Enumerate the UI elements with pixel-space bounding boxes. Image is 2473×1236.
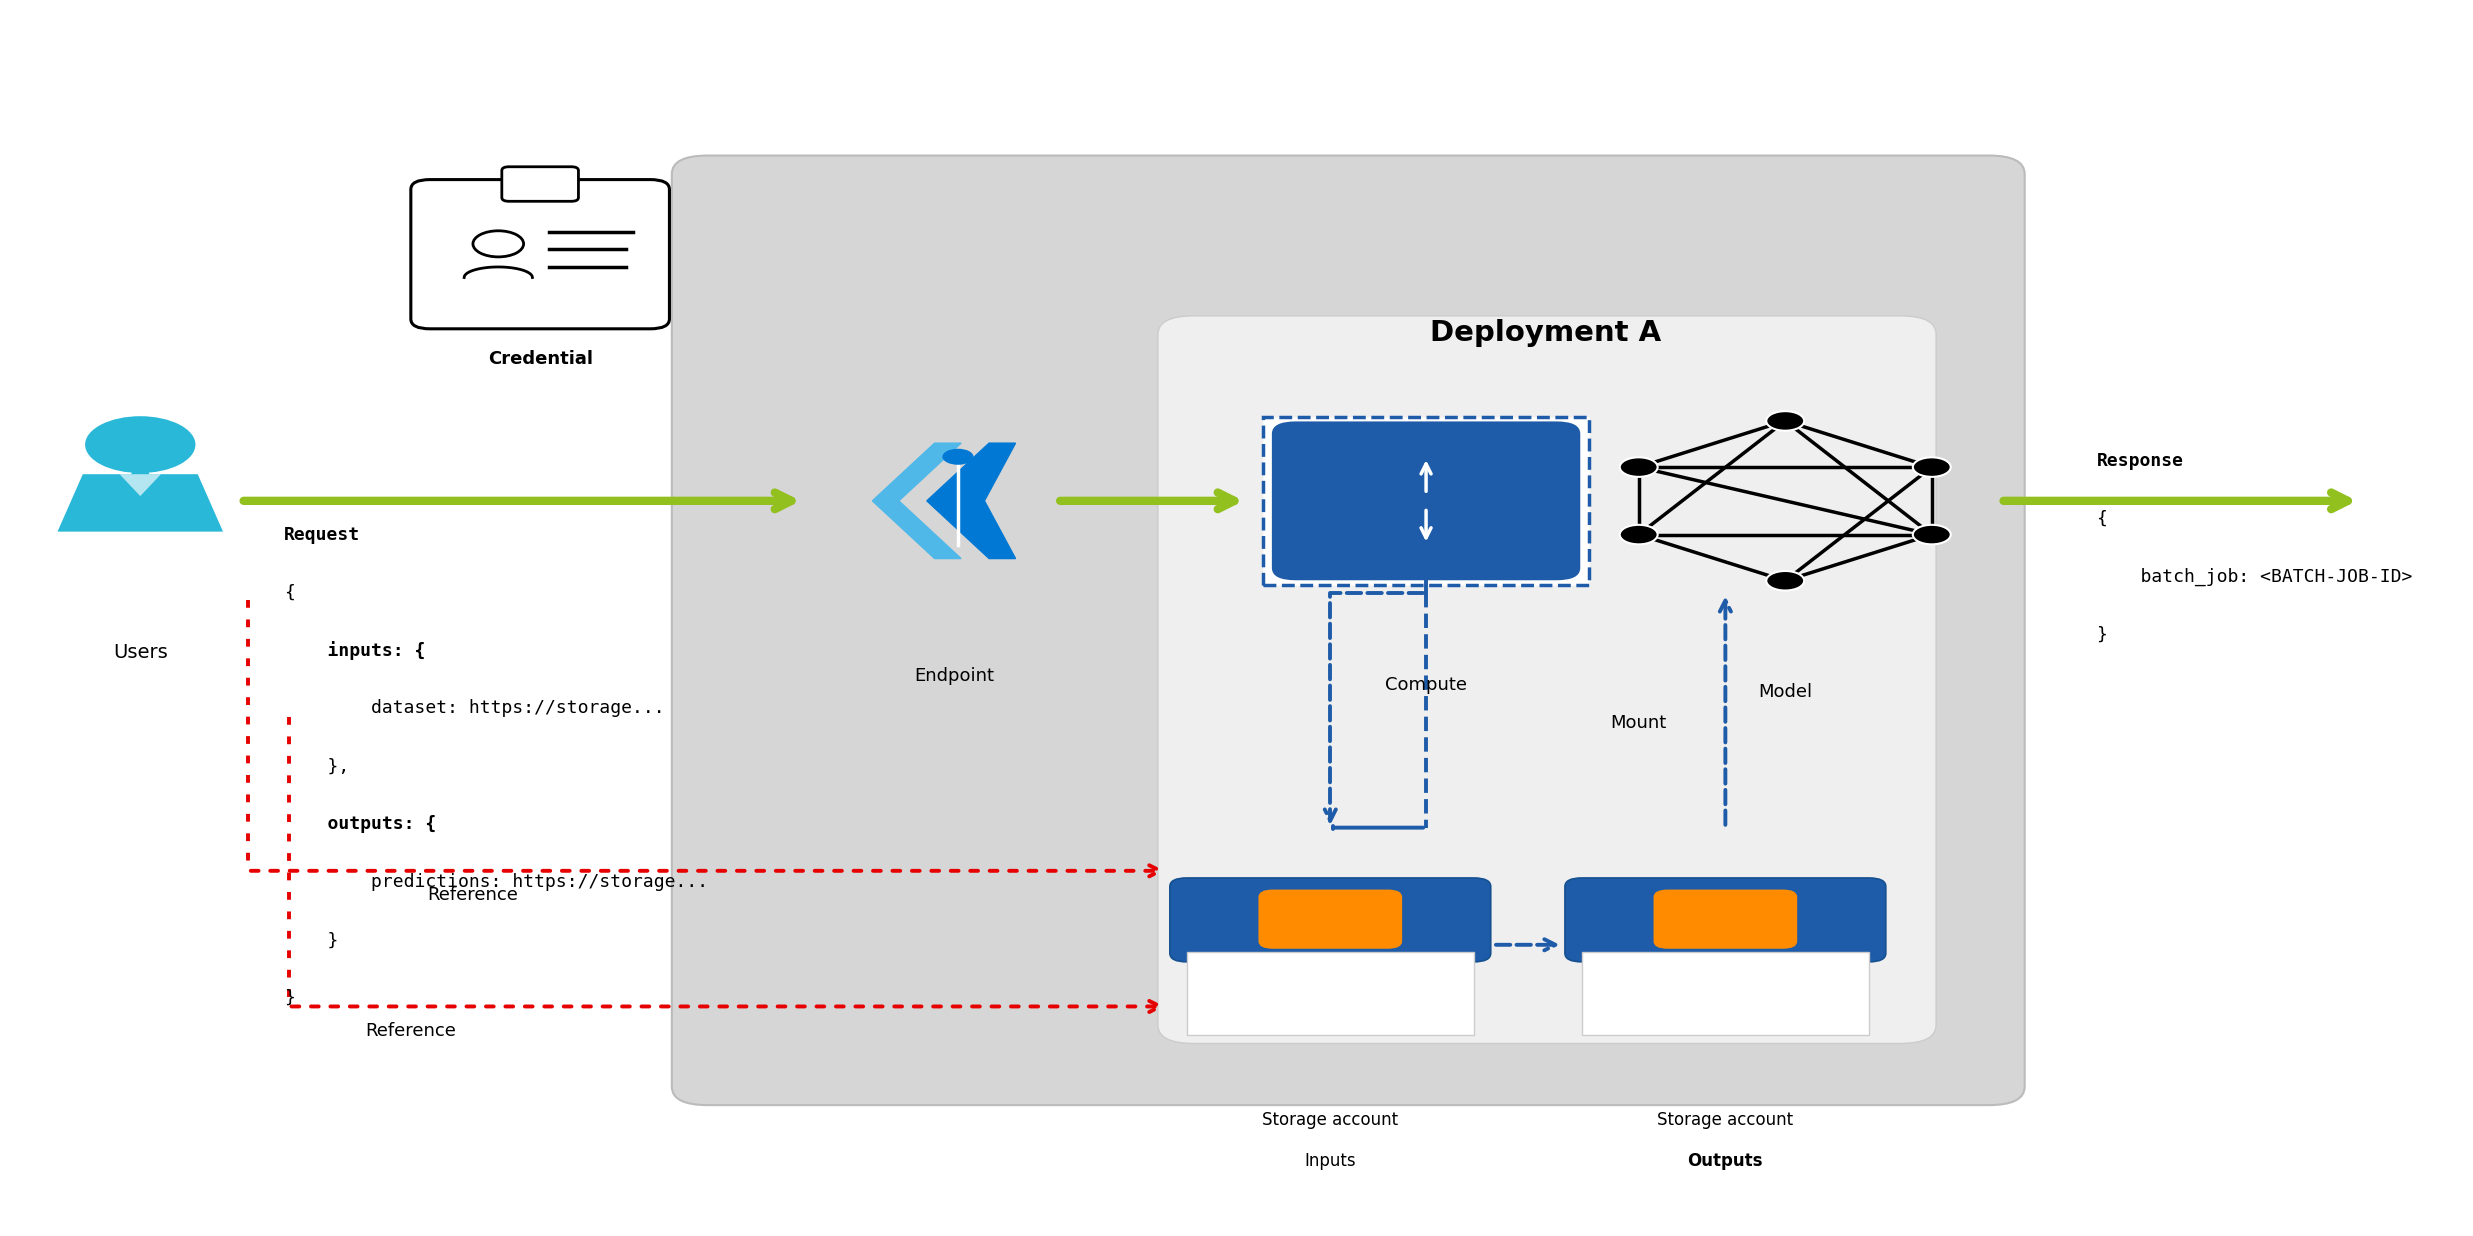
Circle shape (1766, 412, 1805, 430)
Polygon shape (873, 444, 962, 559)
Text: }: } (284, 931, 339, 949)
Text: Inputs: Inputs (1303, 1152, 1355, 1170)
Circle shape (942, 449, 974, 465)
Text: Reference: Reference (366, 1022, 455, 1041)
Text: Mount: Mount (1610, 714, 1667, 732)
FancyBboxPatch shape (1259, 890, 1402, 949)
Text: Request: Request (284, 525, 361, 544)
Polygon shape (927, 444, 1016, 559)
FancyBboxPatch shape (1157, 316, 1936, 1043)
Text: }: } (2097, 625, 2107, 644)
Text: Storage account: Storage account (1261, 1111, 1397, 1130)
FancyBboxPatch shape (1170, 878, 1491, 962)
Text: Endpoint: Endpoint (915, 667, 994, 685)
FancyBboxPatch shape (1565, 878, 1887, 962)
Text: Credential: Credential (487, 350, 594, 368)
FancyBboxPatch shape (411, 179, 670, 329)
Circle shape (84, 417, 195, 473)
Text: Reference: Reference (428, 886, 519, 905)
FancyBboxPatch shape (673, 156, 2025, 1105)
FancyBboxPatch shape (1583, 952, 1870, 1035)
Circle shape (1620, 525, 1657, 544)
Circle shape (1766, 571, 1805, 591)
Text: }: } (284, 989, 294, 1007)
Text: },: }, (284, 758, 349, 775)
Text: predictions: https://storage...: predictions: https://storage... (284, 874, 707, 891)
Text: Users: Users (114, 643, 168, 661)
FancyBboxPatch shape (1187, 952, 1474, 1035)
Text: outputs: {: outputs: { (284, 816, 435, 833)
Text: Deployment A: Deployment A (1429, 319, 1662, 346)
FancyBboxPatch shape (1271, 421, 1580, 580)
Circle shape (1620, 457, 1657, 477)
Text: Model: Model (1758, 684, 1813, 701)
Text: Outputs: Outputs (1687, 1152, 1763, 1170)
Text: dataset: https://storage...: dataset: https://storage... (284, 700, 665, 717)
Polygon shape (57, 454, 223, 531)
Text: {: { (2097, 509, 2107, 528)
FancyBboxPatch shape (1264, 417, 1588, 585)
Polygon shape (119, 475, 161, 496)
Text: inputs: {: inputs: { (284, 641, 425, 660)
Text: batch_job: <BATCH-JOB-ID>: batch_job: <BATCH-JOB-ID> (2097, 567, 2411, 586)
Text: Storage account: Storage account (1657, 1111, 1793, 1130)
Text: Compute: Compute (1385, 676, 1466, 693)
FancyBboxPatch shape (1654, 890, 1798, 949)
Circle shape (1912, 525, 1951, 544)
Text: {: { (284, 583, 294, 602)
Circle shape (1912, 457, 1951, 477)
FancyBboxPatch shape (502, 167, 579, 201)
Text: Response: Response (2097, 451, 2184, 470)
